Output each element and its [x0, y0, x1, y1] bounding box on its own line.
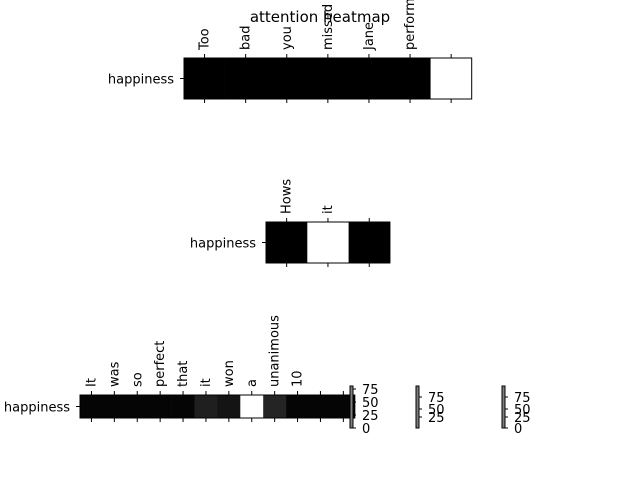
col-label: it [199, 378, 214, 387]
heatmap-cell [184, 58, 226, 99]
colorbar-tick-label: 25 [428, 411, 445, 426]
colorbar-tick-label: 50 [362, 396, 379, 411]
colorbar-tick-label: 75 [428, 391, 445, 406]
heatmap-panel-2: happiness Hows it [190, 179, 391, 267]
colorbar-tick-label: 25 [362, 409, 379, 424]
heatmap-cell [125, 395, 149, 418]
heatmap-cell [348, 222, 391, 263]
col-label: missed [321, 4, 336, 50]
heatmap-cell [266, 222, 308, 263]
heatmap-cell [80, 395, 104, 418]
heatmap-cell [286, 395, 310, 418]
heatmap-cell [307, 222, 349, 263]
heatmap-cell [102, 395, 127, 418]
heatmap-panel-3: happiness It was so perfect that it won a unanimo… [4, 315, 356, 422]
colorbar-tick-label: 25 [514, 411, 531, 426]
colorbar-tick-label: 0 [362, 422, 370, 437]
colorbar-tick-label: 0 [514, 422, 522, 437]
col-label: that [176, 361, 191, 387]
colorbar-bar [349, 385, 354, 429]
heatmap-cell [348, 58, 390, 99]
heatmap-cell [389, 58, 431, 99]
row-label: happiness [108, 73, 174, 88]
heatmap-cell [309, 395, 333, 418]
col-label: 10 [291, 370, 306, 387]
col-label: Jane [362, 22, 377, 51]
col-label: so [130, 372, 145, 387]
heatmap-cell [266, 58, 308, 99]
colorbar-bar [415, 385, 420, 429]
heatmap-cell [217, 395, 241, 418]
heatmap-cell [331, 395, 356, 418]
heatmap-panel-1: happiness Too bad you missed Jane performance [108, 0, 473, 103]
colorbar-tick-label: 50 [428, 403, 445, 418]
col-label: you [280, 26, 295, 50]
heatmap-cell [307, 58, 349, 99]
col-label: it [321, 205, 336, 214]
heatmap-cell [240, 395, 264, 418]
col-label: perfect [153, 341, 168, 387]
heatmap-cell [430, 58, 472, 99]
col-label: performance [403, 0, 418, 50]
colorbar-tick-label: 75 [362, 383, 379, 398]
col-label: was [107, 361, 122, 387]
col-label: won [222, 360, 237, 387]
col-label: Hows [280, 179, 295, 214]
heatmap-cell [171, 395, 195, 418]
col-label: a [245, 379, 260, 387]
col-label: It [84, 378, 99, 387]
heatmap-cell [225, 58, 267, 99]
heatmap-cell [148, 395, 172, 418]
col-label: bad [239, 26, 254, 50]
heatmap-cell [194, 395, 218, 418]
row-label: happiness [4, 401, 70, 416]
heatmap-cell [263, 395, 287, 418]
colorbar-tick-label: 50 [514, 403, 531, 418]
row-label: happiness [190, 237, 256, 252]
col-label: unanimous [268, 315, 283, 387]
chart-title: attention heatmap [250, 8, 390, 26]
colorbar-bar [501, 385, 506, 429]
colorbar-tick-label: 75 [514, 391, 531, 406]
col-label: Too [198, 28, 213, 51]
